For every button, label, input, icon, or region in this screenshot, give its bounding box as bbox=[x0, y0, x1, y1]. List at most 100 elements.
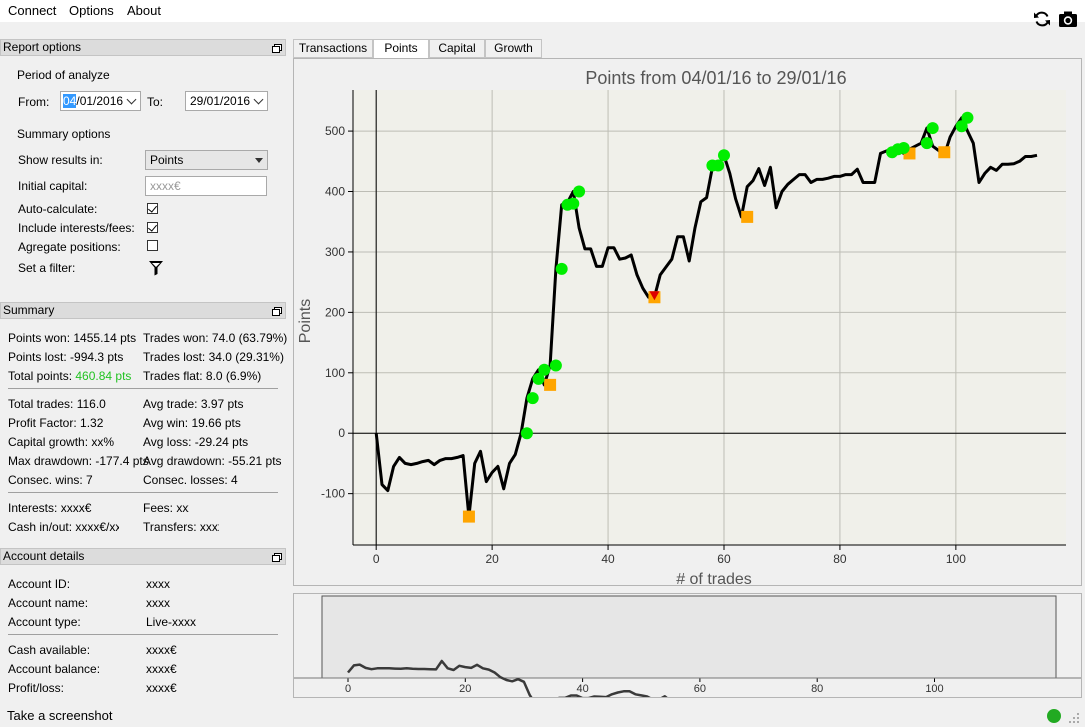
menu-bar: Connect Options About bbox=[0, 0, 1085, 22]
win-marker bbox=[717, 149, 730, 162]
y-tick-label: 400 bbox=[325, 185, 345, 199]
capital-growth: Capital growth: xx% bbox=[8, 435, 115, 449]
consec-losses: Consec. losses: 4 bbox=[143, 473, 238, 487]
win-marker bbox=[549, 359, 562, 372]
status-bar: Take a screenshot bbox=[0, 704, 1085, 726]
account-id-value: xxxx bbox=[146, 577, 170, 591]
trades-lost: Trades lost: 34.0 (29.31%) bbox=[143, 350, 284, 364]
float-panel-icon[interactable] bbox=[272, 305, 282, 316]
aggregate-label: Agregate positions: bbox=[18, 240, 121, 254]
trades-won: Trades won: 74.0 (63.79%) bbox=[143, 331, 288, 345]
points-chart[interactable]: 0 20 40 60 80 100 -100 0 100 200 300 400 500 Points f… bbox=[293, 58, 1082, 586]
navigator-tick-label: 0 bbox=[345, 683, 351, 695]
period-label: Period of analyze bbox=[17, 68, 110, 82]
max-drawdown: Max drawdown: -177.4 pts bbox=[8, 454, 149, 468]
from-date-rest: /01/2016 bbox=[76, 94, 124, 108]
y-tick-label: 300 bbox=[325, 245, 345, 259]
loss-marker bbox=[938, 146, 951, 159]
refresh-icon[interactable] bbox=[1032, 9, 1052, 29]
navigator-selection bbox=[321, 595, 1057, 679]
avg-trade: Avg trade: 3.97 pts bbox=[143, 397, 244, 411]
points-chart-svg[interactable]: 0 20 40 60 80 100 -100 0 100 200 300 400 500 Points f… bbox=[294, 59, 1081, 585]
connection-status-indicator bbox=[1047, 709, 1061, 723]
include-fees-checkbox[interactable] bbox=[147, 222, 158, 233]
account-type-label: Account type: bbox=[8, 615, 81, 629]
win-marker bbox=[926, 122, 939, 135]
divider bbox=[8, 388, 278, 389]
camera-icon[interactable] bbox=[1058, 9, 1078, 29]
auto-calculate-checkbox[interactable] bbox=[147, 203, 158, 214]
loss-marker bbox=[544, 378, 557, 391]
tab-capital[interactable]: Capital bbox=[429, 39, 485, 58]
avg-drawdown: Avg drawdown: -55.21 pts bbox=[143, 454, 282, 468]
account-id-label: Account ID: bbox=[8, 577, 71, 591]
show-results-select[interactable]: Points bbox=[145, 150, 268, 170]
auto-calculate-label: Auto-calculate: bbox=[18, 202, 98, 216]
interests: Interests: xxxx€ bbox=[8, 501, 92, 515]
win-marker bbox=[920, 137, 933, 150]
menu-options[interactable]: Options bbox=[69, 3, 114, 18]
avg-loss: Avg loss: -29.24 pts bbox=[143, 435, 249, 449]
profit-loss-value: xxxx€ bbox=[146, 681, 177, 695]
x-tick-label: 0 bbox=[373, 552, 380, 566]
avg-win: Avg win: 19.66 pts bbox=[143, 416, 241, 430]
navigator-tick-label: 60 bbox=[694, 683, 706, 695]
initial-capital-label: Initial capital: bbox=[18, 179, 88, 193]
win-marker bbox=[520, 427, 533, 440]
cash-available-label: Cash available: bbox=[8, 643, 91, 657]
chevron-down-icon[interactable] bbox=[126, 94, 137, 105]
report-options-title: Report options bbox=[3, 40, 82, 54]
navigator-tick-label: 20 bbox=[459, 683, 471, 695]
divider bbox=[8, 492, 278, 493]
resize-grip-icon[interactable] bbox=[1068, 712, 1080, 724]
win-marker bbox=[712, 159, 725, 172]
y-axis-title: Points bbox=[297, 299, 314, 343]
win-marker bbox=[961, 111, 974, 124]
summary-title: Summary bbox=[3, 303, 55, 317]
y-tick-label: 100 bbox=[325, 366, 345, 380]
account-details-header: Account details bbox=[0, 548, 286, 565]
float-panel-icon[interactable] bbox=[272, 551, 282, 562]
chart-title: Points from 04/01/16 to 29/01/16 bbox=[585, 68, 846, 88]
initial-capital-input[interactable]: xxxx€ bbox=[145, 176, 267, 196]
filter-icon[interactable] bbox=[149, 260, 163, 276]
summary-header: Summary bbox=[0, 302, 286, 319]
stop-marker bbox=[649, 291, 660, 301]
tab-growth[interactable]: Growth bbox=[485, 39, 542, 58]
to-label: To: bbox=[147, 95, 164, 109]
tab-transactions[interactable]: Transactions bbox=[293, 39, 373, 58]
x-tick-label: 20 bbox=[485, 552, 499, 566]
to-date-field[interactable]: 29/01/2016 bbox=[185, 91, 268, 111]
show-results-value: Points bbox=[150, 153, 184, 167]
from-date-field[interactable]: 04/01/2016 bbox=[60, 91, 141, 111]
summary-options-label: Summary options bbox=[17, 127, 111, 141]
win-marker bbox=[555, 262, 568, 275]
x-tick-label: 80 bbox=[833, 552, 847, 566]
navigator-svg[interactable]: 0 20 40 60 80 100 bbox=[294, 594, 1081, 697]
navigator-tick-label: 40 bbox=[576, 683, 588, 695]
float-panel-icon[interactable] bbox=[272, 42, 282, 53]
account-balance-label: Account balance: bbox=[8, 662, 101, 676]
points-won: Points won: 1455.14 pts bbox=[8, 331, 137, 345]
total-trades: Total trades: 116.0 bbox=[8, 397, 106, 411]
total-points: Total points: 460.84 pts bbox=[8, 369, 131, 383]
points-lost: Points lost: -994.3 pts bbox=[8, 350, 124, 364]
navigator-series-line bbox=[347, 659, 668, 697]
plot-area bbox=[353, 90, 1066, 545]
total-points-value: 460.84 pts bbox=[75, 369, 132, 383]
include-fees-label: Include interests/fees: bbox=[18, 221, 135, 235]
aggregate-checkbox[interactable] bbox=[147, 240, 158, 251]
menu-connect[interactable]: Connect bbox=[8, 3, 57, 18]
transfers: Transfers: xxxx bbox=[143, 520, 219, 534]
loss-marker bbox=[741, 210, 754, 223]
chevron-down-icon[interactable] bbox=[253, 94, 264, 105]
account-type-value: Live-xxxx bbox=[146, 615, 197, 629]
range-navigator[interactable]: 0 20 40 60 80 100 bbox=[293, 593, 1082, 698]
tab-points[interactable]: Points bbox=[373, 39, 429, 60]
x-tick-label: 100 bbox=[946, 552, 966, 566]
dropdown-arrow-icon bbox=[255, 158, 263, 163]
trades-flat: Trades flat: 8.0 (6.9%) bbox=[143, 369, 262, 383]
win-marker bbox=[538, 363, 551, 376]
menu-about[interactable]: About bbox=[127, 3, 161, 18]
y-tick-label: 200 bbox=[325, 305, 345, 319]
